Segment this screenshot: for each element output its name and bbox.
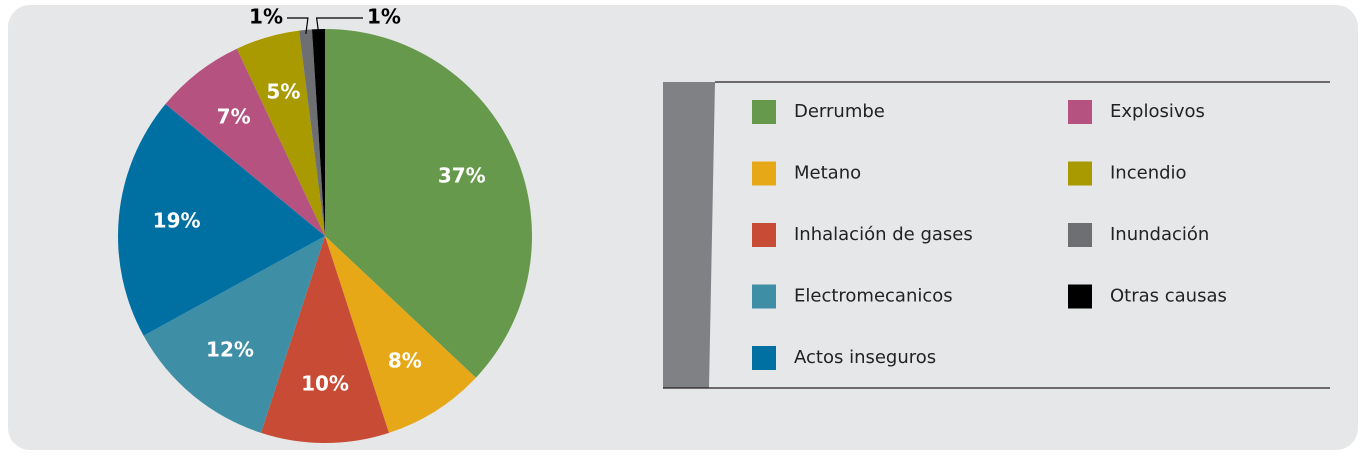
pie-slice — [325, 236, 476, 433]
data-label: 1% — [249, 5, 283, 29]
legend-swatch — [1068, 161, 1092, 186]
legend-label: Inhalación de gases — [794, 224, 973, 245]
legend-label: Actos inseguros — [794, 347, 936, 368]
legend-swatch — [752, 100, 776, 124]
legend-swatch — [1068, 223, 1092, 247]
legend-label: Electromecanicos — [794, 286, 953, 307]
pie-slice — [312, 29, 325, 236]
legend-swatch — [752, 223, 776, 247]
pie-slice — [165, 48, 325, 236]
legend-swatch — [752, 346, 776, 370]
pie-slice — [261, 236, 389, 443]
data-label: 12% — [206, 337, 254, 361]
pie-slice — [143, 236, 325, 433]
data-label: 37% — [438, 163, 486, 187]
data-label: 7% — [217, 105, 251, 129]
legend-swatch — [752, 284, 776, 309]
leader-line — [287, 17, 309, 34]
legend-label: Metano — [794, 163, 861, 184]
pie-slice — [236, 30, 325, 236]
pie-slice — [299, 29, 325, 237]
legend-label: Derrumbe — [794, 101, 885, 122]
legend-swatch — [1068, 284, 1092, 309]
legend-label: Otras causas — [1110, 286, 1227, 307]
legend-bar — [663, 82, 715, 388]
data-label: 1% — [367, 5, 401, 29]
data-label: 19% — [153, 208, 201, 232]
legend-label: Inundación — [1110, 224, 1209, 245]
pie-slice — [118, 104, 325, 336]
legend-label: Explosivos — [1110, 101, 1205, 122]
legend-label: Incendio — [1110, 163, 1187, 184]
data-label: 10% — [301, 372, 349, 396]
data-label: 5% — [266, 79, 300, 103]
data-label: 8% — [388, 348, 422, 372]
pie-slice — [325, 29, 532, 378]
legend-swatch — [752, 161, 776, 186]
legend-swatch — [1068, 100, 1092, 124]
leader-line — [315, 17, 363, 34]
